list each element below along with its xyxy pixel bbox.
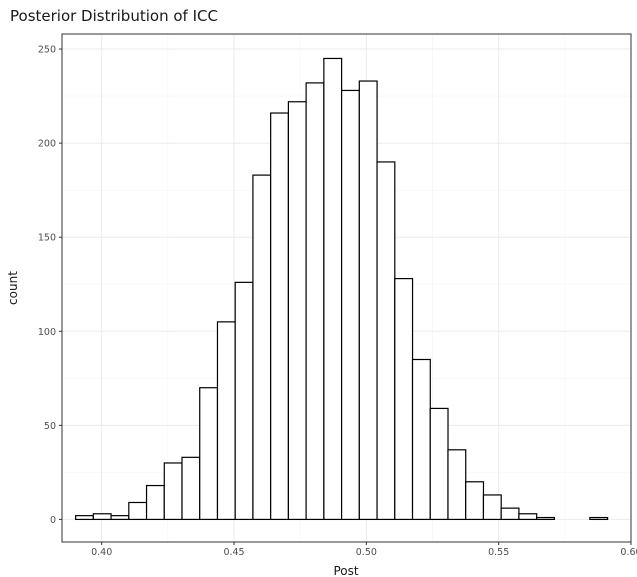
- histogram-bar: [358, 80, 378, 521]
- x-axis: 0.40 0.45 0.50 0.55 0.60: [91, 542, 637, 558]
- histogram-bar: [429, 407, 449, 521]
- histogram-bar: [376, 161, 396, 521]
- histogram-bar: [110, 515, 130, 521]
- chart-title: Posterior Distribution of ICC: [10, 7, 218, 25]
- x-tick-label: 0.40: [91, 547, 112, 558]
- histogram-bar: [589, 516, 609, 521]
- histogram-bar: [500, 507, 520, 521]
- histogram-bar: [323, 57, 343, 521]
- histogram-bar: [411, 358, 431, 521]
- histogram-bar: [75, 515, 94, 521]
- y-tick-label: 100: [38, 327, 56, 338]
- histogram-bar: [216, 321, 236, 521]
- histogram-bars: [75, 57, 609, 521]
- histogram-bar: [465, 481, 485, 521]
- x-tick-label: 0.55: [488, 547, 509, 558]
- histogram-bar: [92, 513, 112, 521]
- y-tick-label: 0: [50, 515, 56, 526]
- x-tick-label: 0.45: [223, 547, 244, 558]
- x-tick-label: 0.50: [356, 547, 377, 558]
- histogram-bar: [270, 112, 290, 521]
- histogram-bar: [447, 449, 467, 521]
- histogram-bar: [340, 89, 360, 521]
- histogram-bar: [536, 516, 555, 521]
- plot-panel-border: [61, 33, 632, 543]
- histogram-bar: [128, 501, 148, 521]
- x-axis-title: Post: [333, 564, 358, 577]
- histogram-bar: [234, 281, 254, 521]
- y-axis-title: count: [6, 271, 20, 305]
- histogram-bar: [305, 82, 325, 521]
- y-tick-label: 250: [38, 45, 56, 56]
- histogram-bar: [163, 462, 183, 521]
- histogram-bar: [518, 513, 538, 521]
- y-axis: 0 50 100 150 200 250: [38, 45, 62, 526]
- y-tick-label: 200: [38, 139, 56, 150]
- histogram-bar: [394, 277, 414, 521]
- histogram-bar: [199, 387, 219, 521]
- histogram-bar: [252, 174, 272, 521]
- y-tick-label: 50: [44, 421, 56, 432]
- x-tick-label: 0.60: [620, 547, 637, 558]
- histogram-bar: [287, 101, 307, 521]
- histogram-bar: [482, 494, 502, 521]
- y-tick-label: 150: [38, 233, 56, 244]
- histogram-bar: [181, 456, 201, 521]
- histogram-bar: [145, 484, 165, 521]
